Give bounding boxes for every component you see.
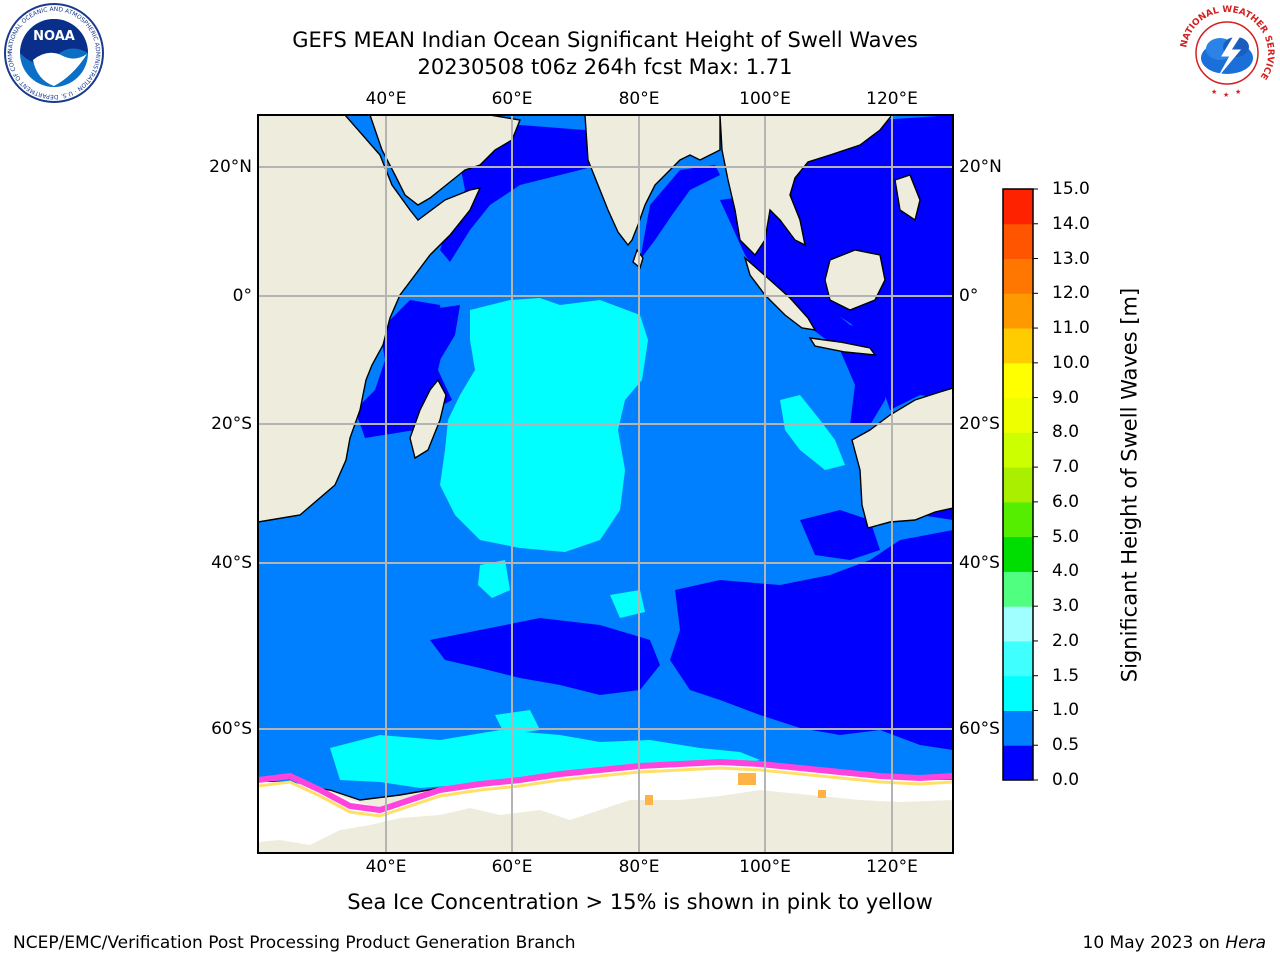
- sea-ice-edge-pink: [258, 758, 953, 814]
- colorbar-tick-label: 4.0: [1052, 561, 1080, 582]
- svg-text:★: ★: [1223, 91, 1229, 99]
- footer-credit: NCEP/EMC/Verification Post Processing Pr…: [13, 933, 576, 953]
- lon-tick-bottom-60e: 60°E: [491, 857, 533, 877]
- footer-machine: Hera: [1225, 933, 1266, 953]
- colorbar-label: Significant Height of Swell Waves [m]: [1117, 287, 1142, 683]
- svg-text:★: ★: [1235, 88, 1241, 96]
- colorbar-segment-10: [1003, 397, 1033, 433]
- map-title: GEFS MEAN Indian Ocean Significant Heigh…: [292, 28, 918, 52]
- ice-patch-orange-1: [738, 773, 756, 785]
- colorbar-segment-5: [1003, 571, 1033, 607]
- lat-tick-right-40s: 40°S: [959, 553, 1000, 573]
- lat-tick-left-20s: 20°S: [211, 414, 252, 434]
- colorbar-segment-3: [1003, 640, 1033, 677]
- lon-tick-bottom-40e: 40°E: [365, 857, 407, 877]
- india-land: [584, 115, 721, 247]
- sea-ice-note: Sea Ice Concentration > 15% is shown in …: [347, 890, 933, 914]
- map-subtitle: 20230508 t06z 264h fcst Max: 1.71: [417, 55, 793, 79]
- colorbar-segment-11: [1003, 362, 1033, 399]
- nws-logo: NATIONAL WEATHER SERVICE ★ ★ ★: [1178, 4, 1276, 102]
- colorbar-tick-label: 11.0: [1052, 318, 1090, 339]
- lat-tick-left-60s: 60°S: [211, 719, 252, 739]
- colorbar: [1003, 188, 1038, 781]
- lat-tick-left-20n: 20°N: [209, 157, 252, 177]
- ice-patch-orange-2: [645, 795, 653, 805]
- ice-edge-moderate: [330, 730, 760, 788]
- colorbar-segment-7: [1003, 501, 1033, 538]
- colorbar-segment-6: [1003, 536, 1033, 572]
- noaa-logo: NATIONAL OCEANIC AND ATMOSPHERIC ADMINIS…: [3, 2, 104, 103]
- southern-band-west-low: [430, 618, 660, 695]
- colorbar-tick-label: 7.0: [1052, 457, 1080, 478]
- lat-tick-right-20s: 20°S: [959, 414, 1000, 434]
- footer-date: 10 May 2023 on Hera: [1083, 933, 1267, 953]
- southern-band-east-low: [670, 530, 953, 750]
- colorbar-tick-label: 14.0: [1052, 213, 1090, 234]
- south-east-patch-low: [800, 510, 880, 560]
- java-land: [808, 337, 877, 356]
- colorbar-segment-8: [1003, 467, 1033, 503]
- bay-of-bengal-low: [640, 165, 720, 260]
- lat-tick-left-40s: 40°S: [211, 553, 252, 573]
- indochina-land: [719, 115, 893, 257]
- colorbar-tick-label: 10.0: [1052, 352, 1090, 373]
- colorbar-tick-label: 3.0: [1052, 596, 1080, 617]
- colorbar-segment-9: [1003, 432, 1033, 468]
- sea-ice-fill: [258, 764, 953, 845]
- svg-text:★: ★: [1211, 88, 1217, 96]
- sea-ice: [258, 758, 953, 845]
- lon-tick-bottom-80e: 80°E: [618, 857, 660, 877]
- colorbar-tick-label: 5.0: [1052, 526, 1080, 547]
- africa-land: [258, 115, 482, 523]
- colorbar-tick-label: 8.0: [1052, 422, 1080, 443]
- sumatra-land: [743, 255, 817, 331]
- lat-tick-left-0: 0°: [232, 286, 252, 306]
- colorbar-frame: [1002, 188, 1034, 781]
- patch-moderate-1: [478, 560, 510, 598]
- lon-tick-top-60e: 60°E: [491, 89, 533, 109]
- colorbar-segment-15: [1003, 223, 1033, 260]
- colorbar-tick-label: 1.0: [1052, 700, 1080, 721]
- colorbar-tick-label: 2.0: [1052, 630, 1080, 651]
- lon-tick-bottom-100e: 100°E: [739, 857, 791, 877]
- colorbar-segment-16: [1003, 189, 1033, 225]
- somali-low: [400, 305, 460, 375]
- lat-tick-right-60s: 60°S: [959, 719, 1000, 739]
- lon-tick-top-80e: 80°E: [618, 89, 660, 109]
- colorbar-tick-label: 1.5: [1052, 665, 1080, 686]
- east-central-moderate: [780, 395, 845, 470]
- colorbar-segment-13: [1003, 293, 1033, 329]
- lon-tick-top-40e: 40°E: [365, 89, 407, 109]
- andaman-low: [720, 195, 895, 425]
- colorbar-tick-label: 0.5: [1052, 735, 1080, 756]
- colorbar-segment-2: [1003, 675, 1033, 711]
- svg-text:NOAA: NOAA: [33, 29, 75, 44]
- lon-tick-top-120e: 120°E: [866, 89, 918, 109]
- ice-patch-orange-3: [818, 790, 826, 798]
- map-frame: [257, 114, 954, 854]
- lat-tick-right-0: 0°: [959, 286, 979, 306]
- colorbar-segment-4: [1003, 606, 1033, 642]
- sea-ice-edge-yellow: [258, 766, 953, 818]
- colorbar-tick-label: 12.0: [1052, 283, 1090, 304]
- arabia-land: [369, 115, 521, 206]
- lon-tick-top-100e: 100°E: [739, 89, 791, 109]
- colorbar-tick-label: 9.0: [1052, 387, 1080, 408]
- colorbar-tick-label: 15.0: [1052, 179, 1090, 199]
- patch-moderate-2: [610, 590, 645, 618]
- colorbar-segment-1: [1003, 710, 1033, 746]
- footer-date-text: 10 May 2023 on: [1082, 933, 1226, 953]
- colorbar-segment-12: [1003, 328, 1033, 364]
- colorbar-segment-14: [1003, 258, 1033, 294]
- philippines-land: [894, 174, 921, 222]
- lon-tick-bottom-120e: 120°E: [866, 857, 918, 877]
- colorbar-segment-0: [1003, 745, 1033, 781]
- colorbar-tick-label: 0.0: [1052, 770, 1080, 790]
- colorbar-tick-label: 13.0: [1052, 248, 1090, 269]
- lat-tick-right-20n: 20°N: [959, 157, 1002, 177]
- grid-lines: [258, 115, 953, 853]
- madagascar-land: [409, 378, 447, 460]
- colorbar-tick-label: 6.0: [1052, 491, 1080, 512]
